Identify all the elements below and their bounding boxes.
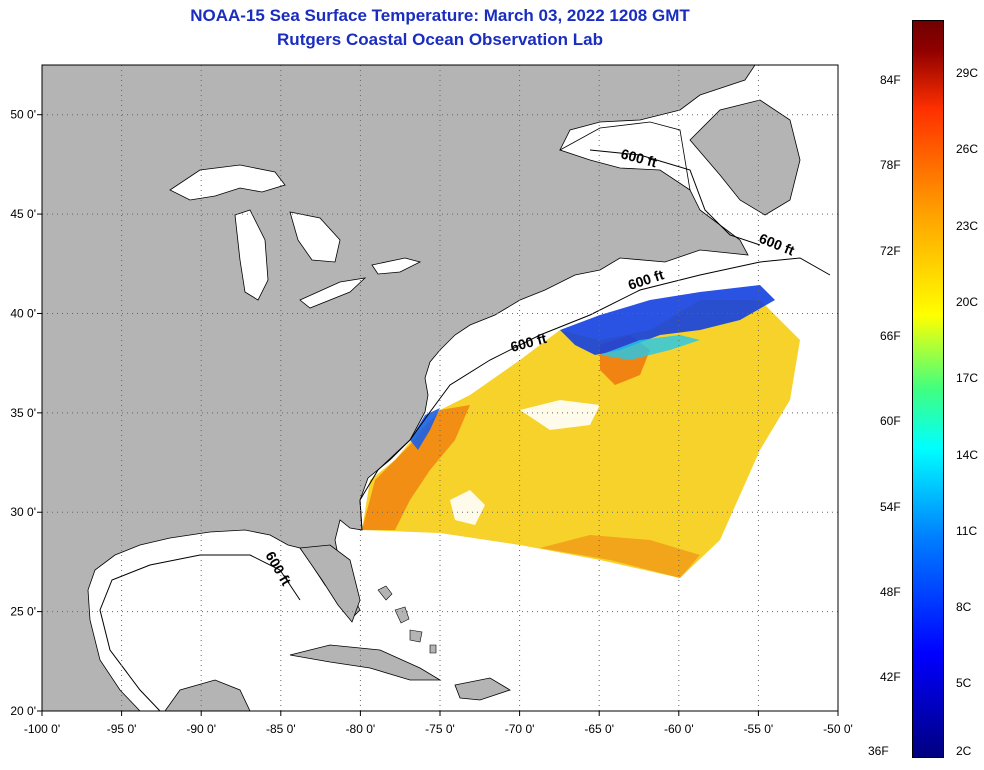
lat-tick-label: 40 0' xyxy=(10,306,36,320)
temperature-colorbar xyxy=(912,20,944,758)
colorbar-celsius-label: 26C xyxy=(956,142,979,157)
lon-tick-label: -60 0' xyxy=(664,722,694,736)
isobath-600ft-stlawrence xyxy=(589,149,761,246)
lon-tick-label: -100 0' xyxy=(24,722,60,736)
colorbar-fahrenheit-label: 72F xyxy=(880,243,901,258)
lon-tick-label: -85 0' xyxy=(266,722,296,736)
florida xyxy=(299,544,361,623)
lake-erie-ontario xyxy=(299,257,422,309)
colorbar-celsius-label: 14C xyxy=(956,447,979,462)
yucatan xyxy=(164,679,251,711)
lat-tick-label: 25 0' xyxy=(10,605,36,619)
lake-superior xyxy=(169,164,286,201)
sst-slope-cyan xyxy=(600,335,700,360)
hispaniola xyxy=(454,677,511,701)
lat-tick-label: 30 0' xyxy=(10,505,36,519)
colorbar-fahrenheit-label: 78F xyxy=(880,158,901,173)
gulf-st-lawrence xyxy=(559,121,691,191)
sst-coastal-blue xyxy=(410,408,440,450)
colorbar-fahrenheit-label: 60F xyxy=(880,414,901,429)
colorbar-celsius-label: 20C xyxy=(956,294,979,309)
map-title: NOAA-15 Sea Surface Temperature: March 0… xyxy=(190,6,690,25)
sst-map: 600 ft 600 ft 600 ft 600 ft 600 ft -100 … xyxy=(10,64,853,736)
bahamas xyxy=(377,585,437,654)
map-subtitle: Rutgers Coastal Ocean Observation Lab xyxy=(277,30,603,49)
colorbar-celsius-label: 8C xyxy=(956,600,972,615)
sst-cloud-gap xyxy=(450,490,485,525)
colorbar-fahrenheit-label: 84F xyxy=(880,73,901,87)
sst-gulf-stream xyxy=(362,405,470,530)
lon-tick-label: -75 0' xyxy=(425,722,455,736)
lat-tick-label: 50 0' xyxy=(10,108,36,122)
lon-tick-label: -50 0' xyxy=(823,722,853,736)
colorbar-celsius-label: 11C xyxy=(956,523,978,538)
lon-tick-label: -80 0' xyxy=(346,722,376,736)
lon-tick-label: -65 0' xyxy=(584,722,614,736)
lon-tick-label: -55 0' xyxy=(744,722,774,736)
colorbar-celsius-label: 2C xyxy=(956,744,972,758)
colorbar-celsius-label: 17C xyxy=(956,371,979,386)
lat-tick-label: 45 0' xyxy=(10,207,36,221)
colorbar-fahrenheit-label: 66F xyxy=(880,328,901,343)
lon-tick-label: -95 0' xyxy=(107,722,137,736)
sst-cloud-gap-2 xyxy=(520,400,600,430)
axis-ticks: -100 0' -95 0' -90 0' -85 0' -80 0' -75 0' -70… xyxy=(10,108,852,736)
lon-tick-label: -90 0' xyxy=(186,722,216,736)
lon-tick-label: -70 0' xyxy=(505,722,535,736)
isobath-600ft-atlantic xyxy=(359,257,831,531)
colorbar-fahrenheit-label: 36F xyxy=(868,744,889,758)
newfoundland xyxy=(689,99,801,216)
colorbar-celsius-label: 23C xyxy=(956,218,979,233)
lake-michigan-huron xyxy=(234,209,341,301)
colorbar-fahrenheit-label: 48F xyxy=(880,584,901,599)
colorbar-celsius-label: 29C xyxy=(956,66,979,80)
colorbar-fahrenheit-label: 42F xyxy=(880,670,901,685)
colorbar-fahrenheit-label: 54F xyxy=(880,499,901,514)
sst-slope-cold xyxy=(560,285,775,355)
isobath-600ft-gulf xyxy=(99,554,301,711)
sst-south-orange xyxy=(540,535,700,578)
lat-tick-label: 35 0' xyxy=(10,406,36,420)
colorbar-celsius-label: 5C xyxy=(956,676,972,691)
lat-tick-label: 20 0' xyxy=(10,704,36,718)
